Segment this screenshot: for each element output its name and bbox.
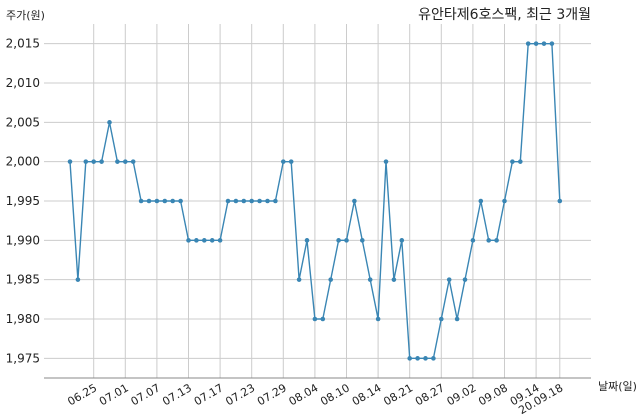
data-point [296,277,302,282]
data-point [138,198,144,204]
y-tick-label: 1,975 [6,351,40,365]
data-point [328,277,334,282]
data-point [67,159,73,164]
x-tick-label: 09.02 [445,381,479,408]
y-tick-label: 2,000 [6,155,40,169]
data-point [281,159,286,164]
data-point [494,238,499,243]
y-tick-label: 1,995 [6,194,40,208]
data-point [360,238,365,243]
data-point [123,159,128,164]
data-point [194,238,199,243]
data-point [375,316,381,322]
chart-title: 유안타제6호스팩, 최근 3개월 [418,7,591,23]
data-point [178,198,183,204]
x-tick-labels: 06.2507.0107.0707.1307.1707.2307.2908.04… [65,381,565,417]
data-point [541,41,547,46]
data-point [288,159,294,164]
x-axis-title: 날짜(일) [598,379,637,393]
data-point [462,277,468,282]
data-point [470,238,476,243]
data-point [130,159,136,164]
data-point [209,238,215,243]
price-series [67,41,563,361]
data-point [225,198,231,204]
data-point [304,238,310,243]
y-tick-label: 1,990 [6,233,40,247]
y-tick-label: 1,985 [6,273,40,287]
data-point [233,198,239,204]
data-point [478,198,484,204]
data-point [217,238,223,243]
data-point [273,198,278,204]
data-point [407,356,413,361]
x-tick-label: 07.17 [192,381,226,408]
x-tick-label: 08.14 [350,381,384,408]
data-point [146,198,152,204]
data-point [336,238,341,243]
data-point [162,198,168,204]
data-point [312,316,318,322]
x-tick-label: 08.27 [413,381,447,408]
data-point [265,198,270,204]
data-point [75,277,81,282]
data-point [115,159,120,164]
x-tick-label: 07.07 [129,381,163,408]
data-point [186,238,191,243]
x-tick-label: 06.25 [65,381,99,408]
data-point [391,277,397,282]
x-tick-label: 07.01 [97,381,131,408]
x-tick-label: 08.21 [381,381,415,408]
data-point [257,198,262,204]
x-tick-label: 09.08 [476,381,510,408]
data-point [241,198,247,204]
data-point [510,159,515,164]
data-point [502,198,507,204]
y-axis-title: 주가(원) [6,9,45,22]
data-point [439,316,444,322]
data-point [454,316,460,322]
x-tick-label: 07.29 [255,381,289,408]
data-point [202,238,207,243]
y-tick-label: 2,015 [6,37,40,51]
data-point [431,356,436,361]
data-point [99,159,104,164]
y-tick-labels: 1,975 1,980 1,985 1,990 1,995 2,000 2,005 2,010… [6,37,40,366]
data-point [423,356,428,361]
data-point [83,159,89,164]
data-point [383,159,389,164]
y-tick-label: 2,010 [6,76,40,90]
data-point [344,238,349,243]
data-point [486,238,492,243]
x-tick-label: 07.13 [160,381,194,408]
data-point [533,41,539,46]
data-point [249,198,254,204]
data-point [91,159,96,164]
data-point [415,356,420,361]
grid-layer [44,24,591,379]
data-point [399,238,405,243]
data-point [525,41,531,46]
x-tick-label: 08.10 [318,381,352,408]
data-point [170,198,175,204]
y-tick-label: 1,980 [6,312,40,326]
data-point [549,41,555,46]
data-point [557,198,563,204]
data-point [518,159,523,164]
data-point [367,277,373,282]
data-point [154,198,160,204]
data-point [446,277,452,282]
x-tick-label: 08.04 [287,381,321,408]
data-point [320,316,326,322]
y-tick-label: 2,005 [6,115,40,129]
data-point [107,120,112,125]
x-tick-label: 07.23 [223,381,257,408]
data-point [352,198,357,204]
